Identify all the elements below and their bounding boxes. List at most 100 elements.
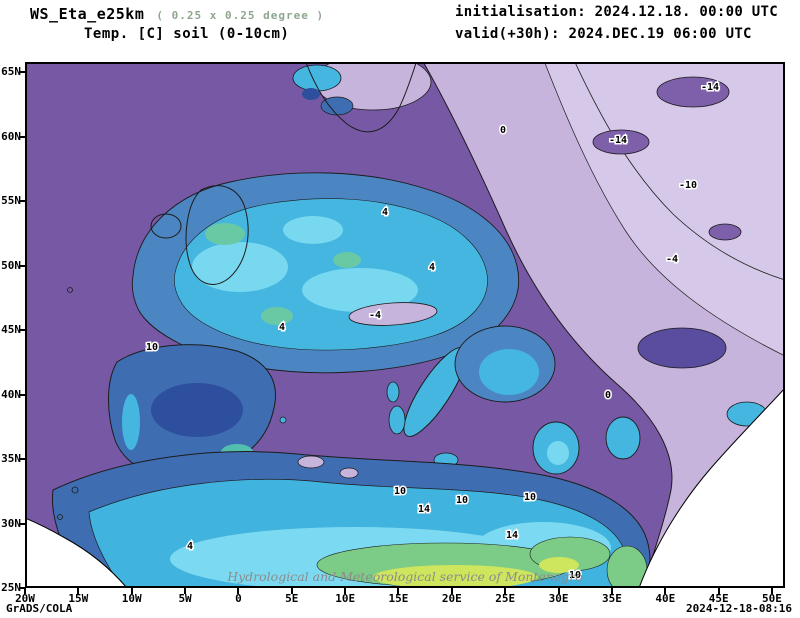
map-plot: 0 4 4 4 -4 -4 -10 -14 -14 0 10 10 14 10 … (25, 62, 785, 588)
region-africa-warmest (373, 565, 537, 588)
lat-tick-label: 45N (1, 323, 21, 336)
valid-time: valid(+30h): 2024.DEC.19 06:00 UTC (455, 26, 752, 42)
contour-label: 0 (500, 125, 506, 136)
lon-tick-label: 0 (235, 592, 242, 605)
lon-tick-mark (77, 588, 80, 594)
island-corsica (386, 381, 400, 403)
region-teal-spot (333, 252, 361, 268)
contour-label: 10 (456, 495, 468, 506)
region-black-sea (637, 327, 727, 369)
region-france-teal (261, 307, 293, 325)
lon-tick-mark (770, 588, 773, 594)
map-border (25, 62, 785, 588)
lon-tick-mark (717, 588, 720, 594)
coastline-ireland (150, 213, 182, 239)
region-greece-core (547, 441, 569, 465)
lon-tick-label: 15E (388, 592, 409, 605)
lat-tick-label: 30N (1, 516, 21, 530)
coastline-scandinavia (304, 62, 418, 133)
lon-tick-label: 50E (762, 592, 782, 605)
lon-tick-label: 15W (68, 592, 89, 605)
lat-tick-mark (19, 200, 25, 202)
region-atlas-cold (297, 455, 325, 469)
region-europe-warm-spot (283, 216, 343, 244)
region-west-turkey (605, 416, 641, 460)
lon-tick-label: 20W (15, 592, 35, 605)
lon-tick-mark (130, 588, 133, 594)
variable-title: Temp. [C] soil (0-10cm) (84, 26, 290, 42)
lat-tick-label: 40N (1, 387, 21, 401)
lon-tick-label: 20E (441, 592, 462, 605)
island-sardinia (388, 405, 406, 435)
island-small (71, 486, 79, 494)
lat-tick-mark (19, 71, 25, 73)
lon-tick-mark (237, 588, 240, 594)
projection-edge (25, 62, 785, 588)
contour-label: -10 (679, 180, 697, 191)
lon-tick-mark (24, 588, 26, 594)
region-norway-blue (320, 96, 354, 116)
lat-tick-label: 50N (1, 258, 21, 272)
contour-label: -14 (701, 82, 719, 93)
contour-label: 4 (279, 322, 285, 333)
generation-timestamp: 2024-12-18-08:16 (686, 602, 792, 615)
lat-tick-mark (19, 522, 25, 525)
lon-tick-mark (290, 588, 293, 594)
filled-contours (25, 62, 785, 588)
region-cold-core (708, 223, 742, 241)
init-time: initialisation: 2024.12.18. 00:00 UTC (455, 4, 778, 20)
lat-tick-mark (19, 393, 25, 396)
island-small (67, 287, 73, 293)
lat-tick-label: 65N (1, 65, 21, 78)
coastline-britain (185, 185, 249, 285)
island-balearics (279, 416, 287, 424)
lon-tick-label: 35E (601, 592, 622, 605)
lon-tick-mark (610, 588, 613, 594)
lat-tick-label: 25N (1, 581, 21, 594)
grads-credit: GrADS/COLA (6, 602, 73, 615)
lon-tick-label: 5W (178, 592, 192, 605)
lon-tick-mark (664, 588, 667, 594)
contour-label: -14 (609, 135, 627, 146)
contour-labels: 0 4 4 4 -4 -4 -10 -14 -14 0 10 10 14 10 … (144, 81, 720, 583)
region-europe-warm-spot (192, 242, 288, 292)
region-norway-navy (302, 88, 320, 100)
region-portugal-coast (122, 394, 140, 450)
contour-label: 10 (569, 570, 581, 581)
region-balkans-inner (479, 349, 539, 395)
region-england-teal (205, 223, 245, 245)
lon-tick-label: 30E (548, 592, 569, 605)
region-cold-core (656, 76, 730, 108)
contour-label: -4 (666, 254, 678, 265)
region-europe-warm-spot (302, 268, 418, 312)
region-africa-warmest (539, 557, 579, 573)
contour-line-minus10 (572, 62, 785, 281)
region-alps-cold (348, 302, 438, 326)
watermark: Hydrological and Meteorological service … (226, 569, 583, 584)
contour-label: 0 (605, 390, 611, 401)
lon-tick-label: 10E (335, 592, 356, 605)
lon-tick-mark (450, 588, 453, 594)
lon-tick-label: 25E (495, 592, 516, 605)
contour-label: 14 (418, 504, 430, 515)
contour-label: 10 (146, 342, 158, 353)
contour-label: -4 (369, 310, 381, 321)
contour-label: 4 (187, 541, 193, 552)
lat-tick-label: 35N (1, 452, 21, 465)
region-cold-core (592, 129, 650, 155)
lon-tick-label: 10W (121, 592, 142, 605)
island-small (57, 514, 63, 520)
lat-tick-mark (19, 329, 25, 331)
contour-label: 4 (429, 262, 435, 273)
contour-label: 14 (506, 530, 518, 541)
model-name: WS_Eta_e25km (30, 5, 145, 23)
region-iberia-core (151, 383, 243, 437)
contour-label: 10 (524, 492, 536, 503)
lat-tick-mark (19, 587, 25, 589)
lat-tick-mark (19, 135, 25, 138)
region-atlas-cold (339, 467, 359, 479)
lon-tick-label: 45E (708, 592, 729, 605)
lon-tick-label: 5E (285, 592, 299, 605)
lat-tick-label: 60N (1, 129, 21, 143)
contour-label: 4 (382, 207, 388, 218)
